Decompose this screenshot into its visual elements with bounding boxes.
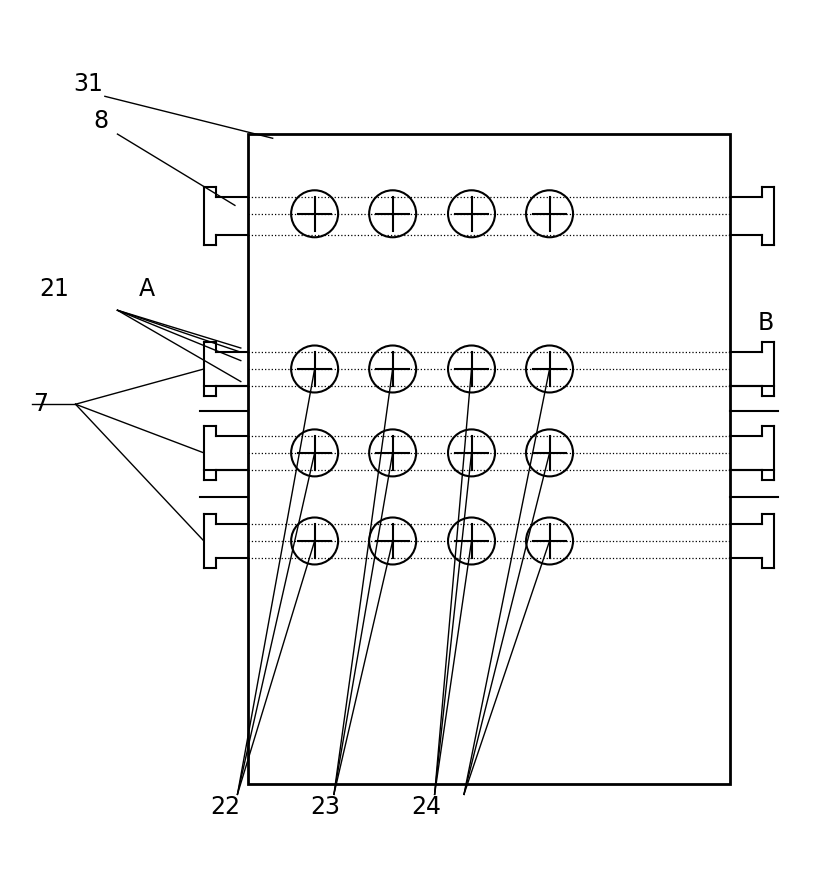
Text: B: B [758,311,774,335]
Bar [248,134,730,784]
Text: 8: 8 [93,109,108,133]
Text: 24: 24 [411,795,441,819]
Text: 31: 31 [73,72,103,96]
Text: 21: 21 [39,277,70,301]
Text: A: A [138,277,155,301]
Text: 22: 22 [210,795,240,819]
Text: 23: 23 [310,795,341,819]
Text: 7: 7 [33,392,48,416]
